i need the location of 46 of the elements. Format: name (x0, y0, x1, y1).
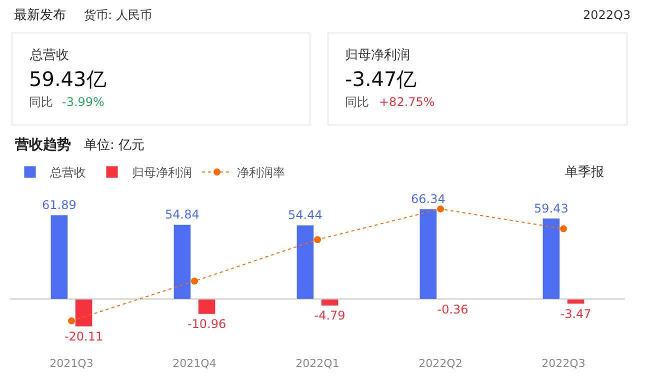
point (314, 236, 321, 244)
text: 归母净利润 (345, 48, 410, 63)
point (560, 225, 567, 232)
data-label: -10.96 (187, 317, 226, 332)
legend-label: 总营收 (49, 166, 86, 180)
text: 同比 (345, 95, 369, 109)
text: -3.99% (62, 95, 104, 109)
x-tick-label: 2022Q1 (296, 357, 340, 370)
point (437, 205, 444, 212)
bar (542, 218, 560, 300)
text: 同比 (29, 95, 53, 109)
x-tick-label: 2021Q4 (172, 357, 216, 370)
legend-label: 归母净利润 (132, 166, 192, 180)
text: 2022Q3 (583, 8, 631, 22)
bar (320, 298, 339, 306)
bar (50, 214, 68, 300)
legend-label: 净利润率 (237, 166, 285, 180)
data-label: -4.79 (314, 308, 346, 323)
x-tick-label: 2022Q2 (418, 357, 462, 370)
bar (198, 298, 216, 314)
text: 59.43亿 (29, 67, 106, 91)
bar (566, 298, 585, 304)
text: 单季报 (565, 165, 604, 180)
text: 货币: 人民币 (84, 8, 152, 22)
bar (419, 208, 438, 300)
data-label: 61.89 (42, 198, 76, 212)
data-label: -20.11 (64, 330, 104, 344)
data-label: -3.47 (560, 306, 592, 321)
bar (296, 224, 314, 300)
point (68, 317, 75, 324)
text: 总营收 (29, 48, 69, 63)
data-label: -0.36 (437, 302, 468, 317)
data-label: 66.34 (411, 192, 446, 206)
text: +82.75% (379, 95, 435, 109)
data-label: 54.84 (165, 208, 200, 222)
bar (173, 224, 192, 300)
text: 最新发布 (14, 8, 66, 23)
data-label: 59.43 (534, 201, 568, 216)
point (191, 278, 198, 285)
x-tick-label: 2022Q3 (542, 357, 586, 370)
chart-title: 营收趋势 (14, 137, 71, 153)
x-tick-label: 2021Q3 (50, 357, 94, 370)
bar (74, 298, 93, 327)
data-label: 54.44 (288, 208, 322, 222)
chart-subtitle: 单位: 亿元 (84, 138, 145, 153)
text: -3.47亿 (345, 67, 417, 91)
